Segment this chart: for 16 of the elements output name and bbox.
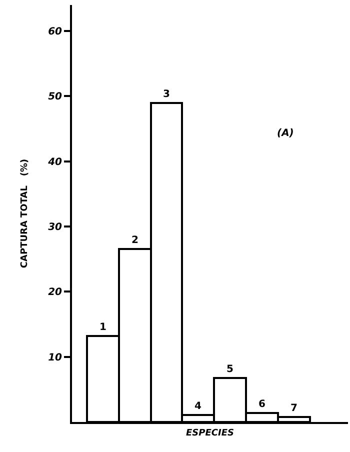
x-tick-label: 6: [258, 399, 266, 410]
y-tick-label: 10: [48, 352, 62, 364]
annotation: (A): [277, 128, 294, 139]
x-axis-title: ESPECIES: [186, 428, 234, 438]
y-tick-label: 60: [48, 26, 62, 38]
x-tick-label: 3: [163, 89, 170, 100]
y-tick-label: 20: [48, 287, 62, 298]
y-axis-title: CAPTURA TOTAL (%): [20, 158, 30, 268]
x-tick-label: 4: [194, 401, 202, 412]
x-tick-label: 2: [132, 235, 138, 246]
y-tick-label: 50: [48, 92, 62, 103]
y-tick-label: 40: [47, 156, 62, 168]
y-tick-label: 30: [48, 222, 62, 234]
x-tick-label: 1: [100, 322, 106, 333]
x-tick-label: 7: [290, 403, 298, 414]
x-tick-label: 5: [226, 364, 234, 375]
